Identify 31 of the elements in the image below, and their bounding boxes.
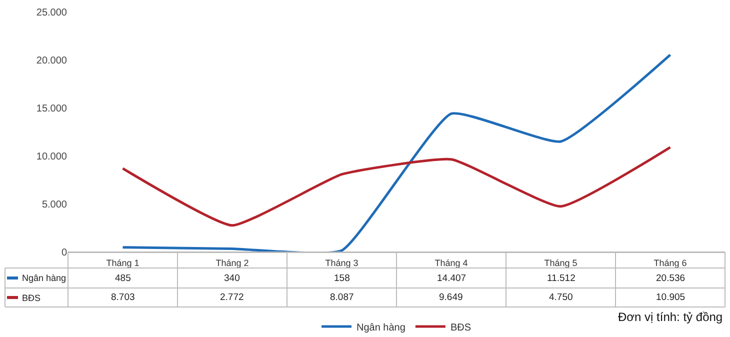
legend-label: Ngân hàng: [22, 273, 66, 283]
data-label: 2.772: [220, 292, 244, 303]
data-label: 8.703: [111, 292, 135, 303]
y-tick-label: 5.000: [42, 200, 68, 210]
y-tick-label: 25.000: [36, 8, 68, 18]
data-label: 8.087: [330, 292, 354, 303]
text: Ngân hàng: [356, 322, 406, 334]
data-label: 11.512: [547, 273, 576, 284]
y-tick-label: 10.000: [36, 152, 68, 162]
x-tick-label: Tháng 5: [544, 258, 578, 268]
x-tick-label: Tháng 3: [325, 258, 358, 268]
data-label: 4.750: [549, 292, 573, 303]
data-label: 9.649: [439, 292, 463, 303]
data-label: 14.407: [437, 273, 466, 284]
y-tick-label: 20.000: [36, 56, 68, 66]
x-tick-label: Tháng 1: [106, 258, 140, 268]
text: Đơn vị tính: tỷ đồng: [618, 310, 723, 324]
data-label: 158: [334, 273, 350, 284]
x-tick-label: Tháng 6: [654, 258, 687, 268]
line-series: [122, 54, 672, 252]
line-series: [122, 146, 672, 227]
y-tick-label: 15.000: [36, 104, 68, 114]
text: BĐS: [22, 293, 41, 303]
data-label: 340: [224, 273, 240, 284]
data-label: 10.905: [656, 292, 686, 303]
x-tick-label: Tháng 2: [216, 258, 249, 268]
legend-label: BĐS: [450, 322, 472, 334]
y-tick-label: 0: [61, 248, 68, 258]
x-tick-label: Tháng 4: [434, 258, 468, 268]
data-label: 20.536: [656, 273, 686, 284]
data-label: 485: [115, 273, 131, 284]
